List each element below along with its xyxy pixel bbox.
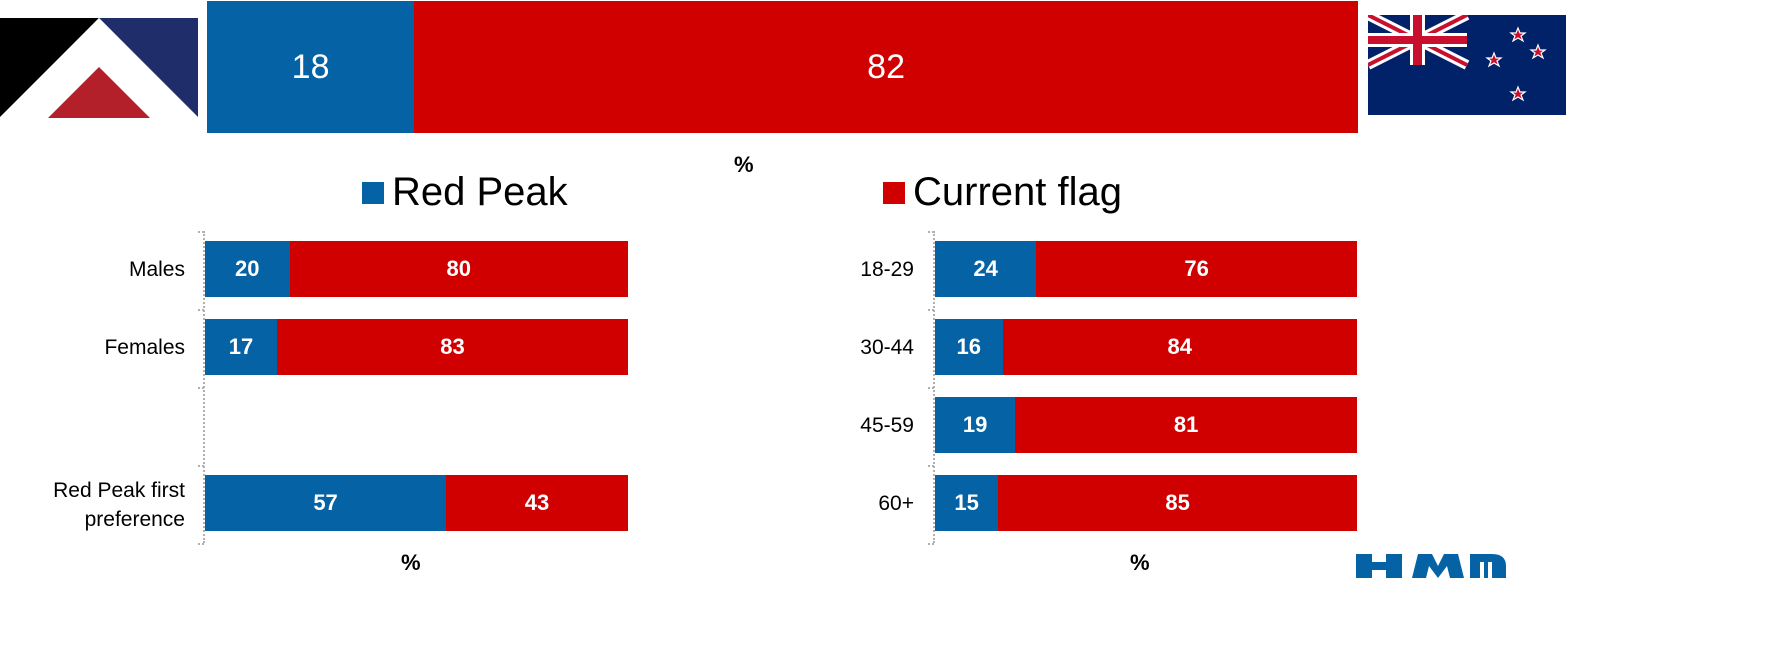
right-chart-bar-segment-current-flag: 81 — [1015, 397, 1357, 453]
left-category-label: Females — [104, 336, 185, 359]
left-chart-bar-segment-red-peak: 57 — [205, 475, 447, 531]
top-bar-current-flag-label: 82 — [867, 47, 905, 86]
left-chart-bar-segment-current-flag: 83 — [276, 319, 628, 375]
left-chart-bar-value-label: 80 — [446, 256, 472, 281]
right-chart-bar-segment-current-flag: 85 — [998, 475, 1357, 531]
right-chart-bar-value-label: 76 — [1184, 256, 1209, 281]
top-bar-red-peak-label: 18 — [291, 47, 330, 86]
top-bar-current-flag-segment: 82 — [414, 1, 1358, 133]
right-chart-bar-segment-red-peak: 16 — [935, 319, 1003, 375]
legend-item-current-flag: Current flag — [883, 170, 1122, 215]
new-zealand-flag-icon — [1368, 15, 1566, 115]
legend-label-current-flag: Current flag — [913, 170, 1122, 214]
left-chart-axis-tick — [198, 387, 204, 389]
left-chart-bar-segment-current-flag: 80 — [289, 241, 628, 297]
left-chart-bar-value-label: 57 — [313, 490, 338, 515]
left-category-label: Red Peak first preference — [53, 479, 185, 531]
right-x-axis-label: % — [1130, 550, 1150, 575]
left-chart-axis-tick — [198, 543, 204, 545]
left-chart-bar-value-label: 83 — [440, 334, 465, 359]
right-chart-bar-value-label: 19 — [962, 412, 988, 437]
right-chart-axis-tick — [928, 387, 934, 389]
red-peak-flag-icon — [0, 18, 198, 118]
legend-item-red-peak: Red Peak — [362, 170, 568, 215]
right-chart-axis-tick — [928, 465, 934, 467]
left-chart-bar-segment-current-flag: 43 — [446, 475, 628, 531]
right-chart-bar-value-label: 16 — [956, 334, 981, 359]
left-chart-axis-tick — [198, 465, 204, 467]
left-chart-axis-tick — [198, 309, 204, 311]
right-chart-bar-value-label: 85 — [1165, 490, 1190, 515]
top-bar-chart: 18 82 — [207, 1, 1358, 133]
right-category-label: 18-29 — [860, 258, 914, 281]
right-chart-bar-segment-red-peak: 24 — [935, 241, 1037, 297]
legend-swatch-current-flag — [883, 181, 905, 204]
right-chart-axis-tick — [928, 309, 934, 311]
right-chart-bar-segment-red-peak: 19 — [935, 397, 1016, 453]
legend-label-red-peak: Red Peak — [392, 170, 568, 214]
right-chart-bar-value-label: 24 — [973, 256, 998, 281]
right-chart-bar-segment-current-flag: 84 — [1002, 319, 1357, 375]
left-chart-bar-value-label: 17 — [228, 334, 254, 359]
left-chart-axis-tick — [198, 231, 204, 233]
right-chart-bar-segment-red-peak: 15 — [935, 475, 999, 531]
logo-icon — [1356, 554, 1506, 578]
right-chart-axis-tick — [928, 231, 934, 233]
left-chart-bar-value-label: 43 — [524, 490, 550, 515]
left-category-label: Males — [128, 258, 185, 281]
right-category-label: 45-59 — [860, 414, 914, 437]
legend-swatch-red-peak — [362, 181, 384, 204]
right-chart-bar-value-label: 81 — [1173, 412, 1199, 437]
right-chart-bar-segment-current-flag: 76 — [1036, 241, 1357, 297]
left-chart-bar-value-label: 20 — [235, 256, 260, 281]
right-chart-bar-value-label: 15 — [954, 490, 979, 515]
right-category-label: 30-44 — [860, 336, 914, 359]
right-chart-axis-line — [933, 231, 935, 543]
left-chart-bar-segment-red-peak: 17 — [205, 319, 277, 375]
top-bar-red-peak-segment: 18 — [207, 1, 415, 133]
right-category-label: 60+ — [878, 492, 914, 515]
right-chart-axis-tick — [928, 543, 934, 545]
top-x-axis-label: % — [734, 152, 754, 177]
left-x-axis-label: % — [401, 550, 421, 575]
left-chart-bar-segment-red-peak: 20 — [205, 241, 290, 297]
right-chart-bar-value-label: 84 — [1167, 334, 1192, 359]
left-chart-axis-line — [203, 231, 205, 543]
